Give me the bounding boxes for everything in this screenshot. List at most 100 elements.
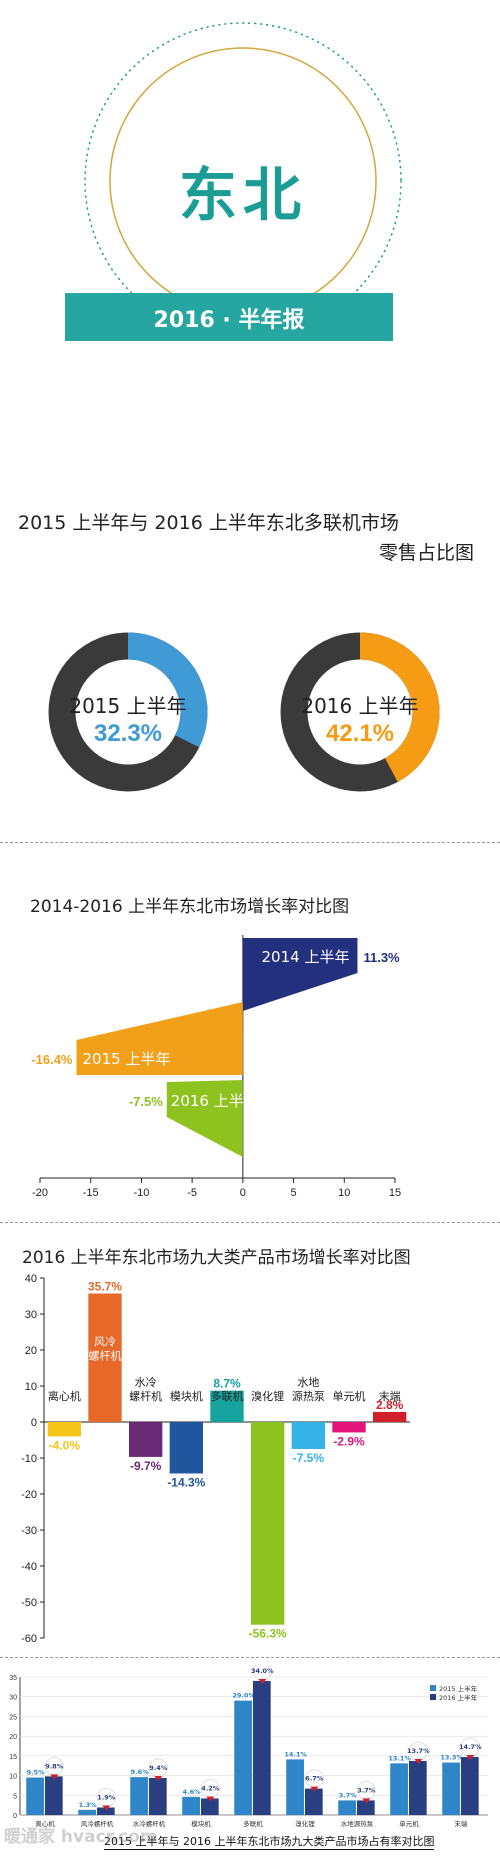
- x-tick-label: -5: [187, 1187, 197, 1199]
- category-value-label-1: 35.7%: [88, 1279, 122, 1293]
- header-banner-bg: [65, 293, 393, 341]
- share-value-2016: 9.4%: [149, 1764, 168, 1772]
- share-value-2016: 9.8%: [45, 1762, 64, 1770]
- growth-chart-2014-2016: -20 -15 -10 -5 0 5 10 15 2014 上半年 11.3% 2015 上半年 -1…: [31, 935, 401, 1199]
- share-bubble-marker: [258, 1678, 267, 1684]
- y-tick-label: 25: [9, 1714, 17, 1721]
- share-bar-0-3: [182, 1796, 200, 1815]
- share-category-label: 水冷螺杆机: [133, 1819, 166, 1828]
- section1-title-line1: 2015 上半年与 2016 上半年东北多联机市场: [18, 512, 399, 534]
- y-tick-label: 20: [9, 1734, 17, 1741]
- share-category-label: 单元机: [399, 1819, 419, 1828]
- growth-bar-value-2: -7.5%: [129, 1094, 163, 1109]
- category-value-label-6: -7.5%: [293, 1451, 325, 1465]
- donut-2015-value: 32.3%: [93, 720, 163, 747]
- share-value-2015: 29.0%: [232, 1692, 255, 1700]
- divider-3: [0, 1657, 500, 1658]
- y-tick-label: -20: [21, 1489, 37, 1501]
- share-category-label: 多联机: [243, 1819, 263, 1828]
- growth-bar-category-2: 2016 上半年: [171, 1092, 259, 1110]
- legend-label-1: 2016 上半年: [439, 1693, 478, 1702]
- category-bar-2: [128, 1422, 163, 1457]
- section1-title-line2: 零售占比图: [378, 542, 474, 564]
- y-tick-label: 20: [25, 1345, 37, 1357]
- category-value-label-2: -9.7%: [130, 1459, 162, 1473]
- category-value-label-7: -2.9%: [333, 1434, 365, 1448]
- share-value-2015: 14.1%: [284, 1750, 307, 1758]
- share-bar-0-0: [26, 1777, 44, 1815]
- share-bubble-marker: [50, 1774, 59, 1780]
- category-name-1: 螺杆机: [89, 1348, 122, 1362]
- category-value-label-8: 2.8%: [376, 1398, 404, 1412]
- y-tick-label: -60: [21, 1633, 37, 1645]
- legend-swatch-1: [430, 1694, 436, 1700]
- growth-bar-2: [166, 1080, 243, 1157]
- section3-title: 2016 上半年东北市场九大类产品市场增长率对比图: [22, 1248, 411, 1268]
- category-bar-0: [47, 1422, 82, 1437]
- category-name-0: 离心机: [48, 1389, 81, 1403]
- header-banner-text: 2016 · 半年报: [153, 308, 305, 333]
- share-bar-0-5: [286, 1759, 304, 1815]
- y-tick-label: 15: [9, 1754, 17, 1761]
- divider-2: [0, 1222, 500, 1223]
- share-value-2015: 3.7%: [339, 1791, 358, 1799]
- category-name-3: 模块机: [170, 1389, 203, 1403]
- share-bar-1-4: [252, 1680, 271, 1815]
- share-value-2016: 14.7%: [459, 1743, 482, 1751]
- share-bubble-marker: [414, 1758, 423, 1764]
- y-tick-label: 30: [9, 1695, 17, 1702]
- growth-bar-value-1: -16.4%: [31, 1052, 73, 1067]
- category-value-label-0: -4.0%: [49, 1438, 81, 1452]
- share-value-2016: 6.7%: [305, 1775, 324, 1783]
- donut-2016-value: 42.1%: [325, 720, 395, 747]
- category-growth-chart: 40 30 20 10 0 -10 -20 -30 -40 -50 -60 -4.0% 离心机 35.7%…: [21, 1273, 410, 1645]
- share-category-label: 末端: [454, 1819, 468, 1828]
- y-tick-label: -10: [21, 1453, 37, 1465]
- share-bar-1-8: [460, 1757, 479, 1815]
- category-name-1: 风冷: [94, 1335, 116, 1348]
- donut-2016-label: 2016 上半年: [301, 694, 419, 718]
- share-bubble-marker: [310, 1786, 319, 1792]
- header-outer-ring: [84, 22, 402, 340]
- y-tick-label: 0: [13, 1813, 17, 1820]
- y-tick-label: 5: [13, 1793, 17, 1800]
- category-name-2: 水冷: [135, 1376, 157, 1389]
- share-bar-0-7: [390, 1763, 408, 1815]
- x-tick-label: -15: [83, 1187, 99, 1199]
- category-value-label-5: -56.3%: [249, 1627, 287, 1641]
- share-category-label: 水地源热泵: [341, 1819, 374, 1828]
- growth-bar-0: [242, 938, 358, 1011]
- legend-swatch-0: [430, 1685, 436, 1691]
- x-tick-label: 10: [338, 1187, 350, 1199]
- category-bar-1: [88, 1293, 122, 1422]
- share-bar-1-1: [96, 1807, 115, 1815]
- category-bar-7: [332, 1422, 366, 1433]
- share-bubble-marker: [102, 1805, 111, 1811]
- category-name-6: 水地: [297, 1376, 319, 1389]
- category-value-label-3: -14.3%: [167, 1475, 205, 1489]
- category-name-6: 源热泵: [292, 1389, 325, 1403]
- x-tick-label: -20: [32, 1187, 48, 1199]
- share-bar-1-3: [200, 1798, 219, 1815]
- category-name-4: 多联机: [211, 1389, 244, 1403]
- share-value-2015: 13.3%: [440, 1754, 463, 1762]
- share-bar-1-0: [44, 1776, 63, 1815]
- y-tick-label: 10: [9, 1774, 17, 1781]
- category-value-label-4: 8.7%: [213, 1377, 241, 1391]
- share-value-2015: 9.6%: [131, 1768, 150, 1776]
- y-tick-label: 40: [25, 1273, 37, 1285]
- growth-bar-1: [76, 1002, 243, 1075]
- share-bar-0-1: [78, 1809, 96, 1815]
- y-tick-label: 35: [9, 1675, 17, 1682]
- share-bar-1-2: [148, 1777, 167, 1815]
- legend-label-0: 2015 上半年: [439, 1684, 478, 1693]
- share-value-2015: 13.1%: [388, 1754, 411, 1762]
- growth-bar-value-0: 11.3%: [363, 950, 400, 965]
- watermark: 暖通家 hvacr.com: [4, 1827, 158, 1847]
- share-bubble-marker: [206, 1796, 215, 1802]
- share-value-2015: 9.5%: [27, 1769, 46, 1777]
- market-share-chart: 35 30 25 20 15 10 5 0 9.5%9.8% 离心机 1.3%1.9% 风冷螺杆机 9.…: [9, 1665, 488, 1828]
- y-tick-label: 10: [25, 1381, 37, 1393]
- y-tick-label: 0: [31, 1417, 37, 1429]
- category-bar-3: [169, 1422, 204, 1474]
